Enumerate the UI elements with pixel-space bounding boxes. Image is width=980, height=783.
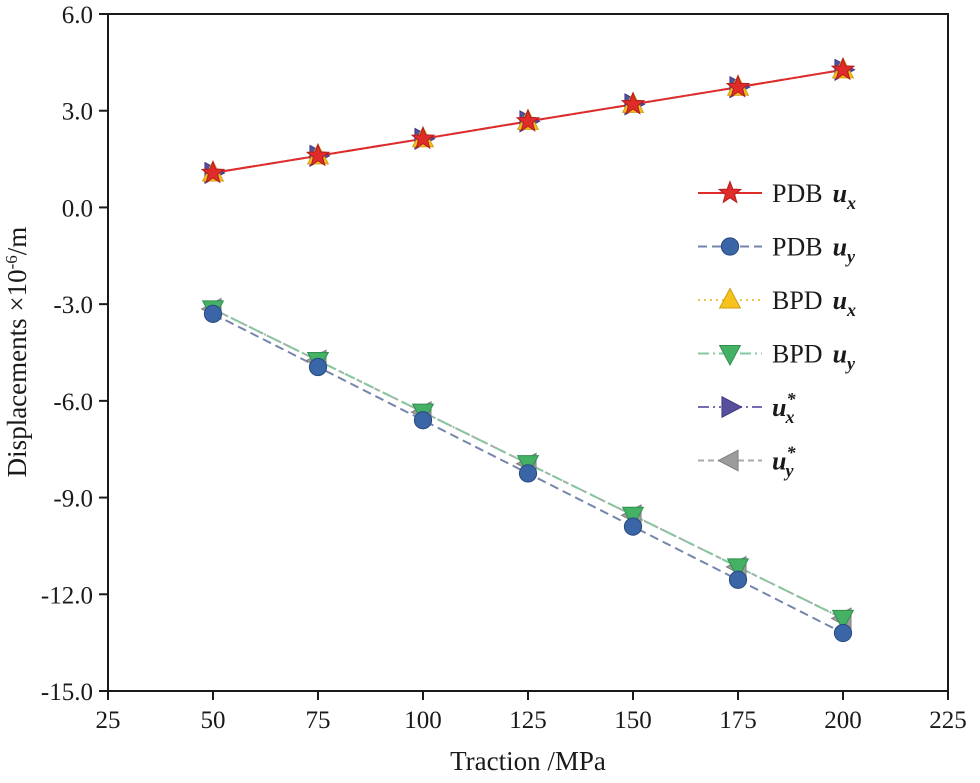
circle-marker-pdb-uy (518, 464, 538, 483)
y-tick-label: -12.0 (41, 582, 93, 609)
y-tick-label: -3.0 (53, 292, 93, 319)
legend-triangle-left-marker-uy-star (717, 449, 739, 472)
legend-entry-bpd-ux: BPD ux (698, 286, 856, 320)
x-tick-label: 50 (201, 707, 226, 734)
legend-triangle-down-marker-bpd-uy (718, 344, 742, 367)
circle-marker-pdb-uy (413, 411, 433, 430)
star-marker-pdb-ux (620, 91, 646, 115)
legend-triangle-up-marker-bpd-ux (718, 287, 742, 309)
legend-label-uy-star: u* y (772, 443, 796, 481)
x-tick-label: 200 (824, 707, 862, 734)
y-axis-title-unit: /m (2, 227, 32, 256)
legend-star-marker-pdb-ux (717, 180, 743, 204)
star-marker-pdb-ux (200, 159, 226, 184)
star-marker-pdb-ux (515, 108, 541, 132)
circle-marker-pdb-uy (308, 357, 328, 377)
legend-label-bpd-uy: BPD uy (772, 340, 856, 374)
x-tick-label: 175 (719, 707, 757, 734)
legend-label-bpd-ux: BPD ux (772, 286, 856, 320)
y-tick-label: 0.0 (62, 195, 93, 222)
y-tick-label: -6.0 (53, 389, 93, 416)
y-axis-title-main: Displacements ×10 (2, 269, 32, 477)
triangle-down-marker-bpd-uy (831, 609, 855, 632)
y-axis-title: Displacements ×10-6/m (2, 227, 32, 478)
circle-marker-pdb-uy (623, 517, 643, 536)
x-tick-label: 75 (306, 707, 331, 734)
legend-entry-pdb-uy: PDB uy (698, 233, 856, 267)
legend-entry-bpd-uy: BPD uy (698, 340, 856, 374)
circle-marker-pdb-uy (203, 304, 223, 323)
star-marker-pdb-ux (410, 125, 436, 150)
star-marker-pdb-ux (305, 142, 331, 167)
legend-triangle-right-marker-ux-star (721, 395, 743, 419)
y-axis-title-exponent: -6 (2, 255, 21, 269)
legend-entry-pdb-ux: PDB ux (698, 179, 856, 213)
x-tick-label: 125 (509, 707, 547, 734)
y-tick-label: -9.0 (53, 486, 93, 513)
x-tick-label: 100 (404, 707, 442, 734)
y-tick-label: 6.0 (62, 2, 93, 29)
circle-marker-pdb-uy (833, 623, 853, 643)
y-tick-label: 3.0 (62, 99, 93, 126)
triangle-down-marker-bpd-uy (621, 506, 645, 528)
legend-label-pdb-ux: PDB ux (772, 179, 856, 213)
legend-circle-marker-pdb-uy (720, 237, 740, 256)
x-tick-label: 25 (96, 707, 121, 734)
x-tick-label: 150 (614, 707, 652, 734)
x-tick-label: 225 (929, 707, 967, 734)
legend-entry-ux-star: u* x (698, 389, 796, 427)
x-axis-title: Traction /MPa (450, 746, 606, 776)
triangle-down-marker-bpd-uy (726, 558, 750, 580)
star-marker-pdb-ux (725, 74, 751, 98)
legend-label-pdb-uy: PDB uy (772, 233, 856, 267)
legend-entry-uy-star: u* y (698, 443, 796, 481)
legend-label-ux-star: u* x (772, 389, 796, 427)
star-marker-pdb-ux (830, 56, 856, 81)
y-tick-label: -15.0 (41, 679, 93, 706)
circle-marker-pdb-uy (728, 570, 748, 589)
